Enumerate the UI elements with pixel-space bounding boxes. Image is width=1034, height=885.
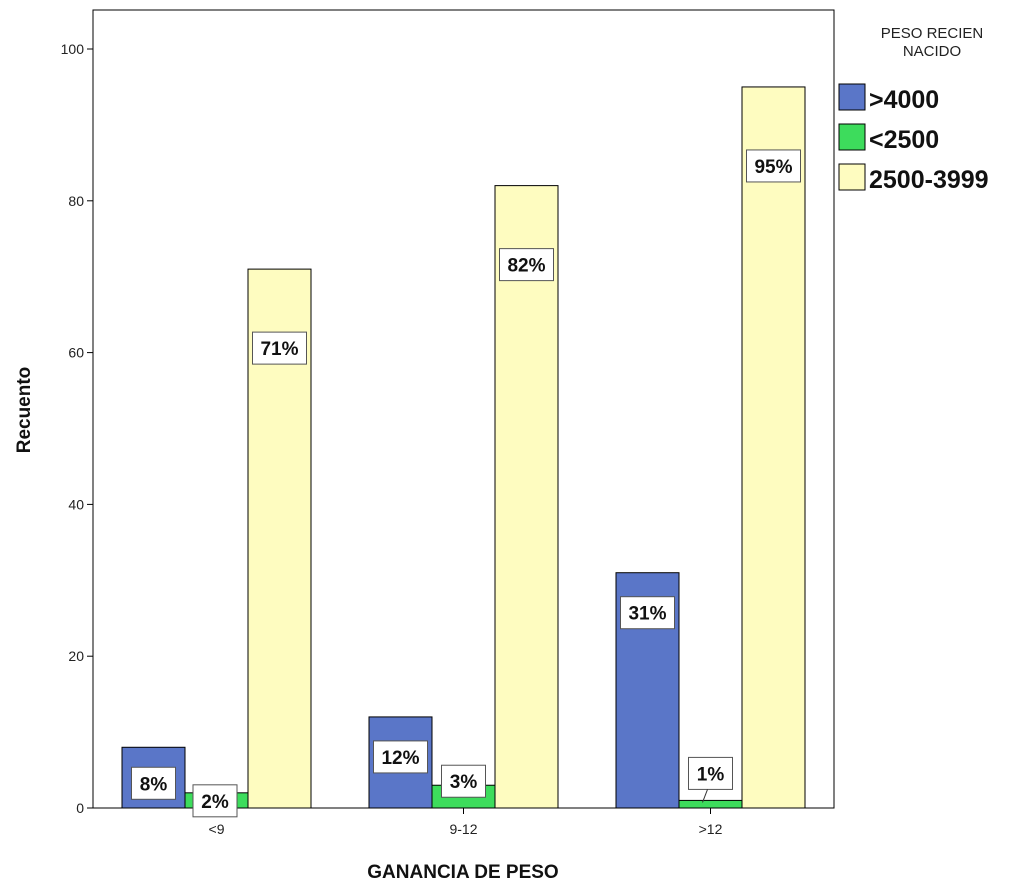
data-labels: 8% 2% 71% 12% 3% 82% 31% 1% 95% [131, 149, 801, 818]
legend-swatch [838, 163, 866, 191]
data-label-box [499, 248, 554, 282]
data-label-text: 1% [697, 764, 725, 785]
data-label-text: 31% [628, 604, 666, 625]
data-label-text: 82% [507, 256, 545, 277]
data-label-box [441, 764, 486, 798]
x-tick-label-1: 9-12 [449, 821, 477, 837]
data-label-text: 2% [201, 792, 229, 813]
data-label-text: 12% [381, 748, 419, 769]
legend-label: <2500 [869, 126, 939, 154]
y-tick-label-4: 80 [68, 193, 84, 209]
y-tick-label-1: 20 [68, 648, 84, 664]
y-tick-label-3: 60 [68, 345, 84, 361]
legend-swatch [838, 123, 866, 151]
data-label-box [252, 331, 307, 365]
x-axis-ticks: <9 9-12 >12 [209, 808, 723, 837]
legend-item-1: <2500 [838, 123, 939, 154]
data-label-2-1: 82% [499, 248, 554, 282]
data-label-2-0: 71% [252, 331, 307, 365]
legend-label: 2500-3999 [869, 166, 989, 194]
y-tick-label-5: 100 [61, 41, 85, 57]
data-label-1-1: 3% [441, 764, 486, 798]
bars [121, 86, 806, 809]
data-label-1-2: 1% [688, 756, 733, 803]
data-label-box [620, 596, 675, 630]
bar-25003999-2 [741, 86, 806, 809]
data-label-0-2: 31% [620, 596, 675, 630]
legend-title-line-1: PESO RECIEN [881, 25, 984, 42]
data-label-box [131, 766, 176, 800]
legend: PESO RECIEN NACIDO >4000 <2500 2500-3999 [838, 25, 989, 194]
y-axis-ticks: 0 20 40 60 80 100 [61, 41, 93, 816]
y-tick-label-0: 0 [76, 800, 84, 816]
data-label-box [373, 740, 428, 774]
legend-swatch [838, 83, 866, 111]
x-tick-label-0: <9 [209, 821, 225, 837]
y-tick-label-2: 40 [68, 496, 84, 512]
data-label-leader [702, 789, 708, 803]
legend-item-2: 2500-3999 [838, 163, 989, 194]
legend-item-0: >4000 [838, 83, 939, 114]
y-axis-title: Recuento [14, 367, 35, 454]
data-label-box [192, 784, 238, 818]
data-label-text: 95% [754, 157, 792, 178]
plot-frame [92, 9, 835, 809]
data-label-0-0: 8% [131, 766, 176, 800]
x-axis-title: GANANCIA DE PESO [367, 862, 558, 883]
data-label-box [746, 149, 801, 183]
legend-label: >4000 [869, 86, 939, 114]
data-label-text: 3% [450, 772, 478, 793]
bar-25003999-1 [494, 185, 559, 809]
bar-2500-2 [678, 799, 743, 809]
data-label-text: 71% [260, 339, 298, 360]
data-label-1-0: 2% [192, 784, 238, 818]
legend-title-line-2: NACIDO [903, 43, 961, 60]
legend-items: >4000 <2500 2500-3999 [838, 83, 989, 194]
data-label-box [688, 756, 733, 790]
data-label-text: 8% [140, 774, 168, 795]
data-label-0-1: 12% [373, 740, 428, 774]
x-tick-label-2: >12 [699, 821, 723, 837]
data-label-2-2: 95% [746, 149, 801, 183]
